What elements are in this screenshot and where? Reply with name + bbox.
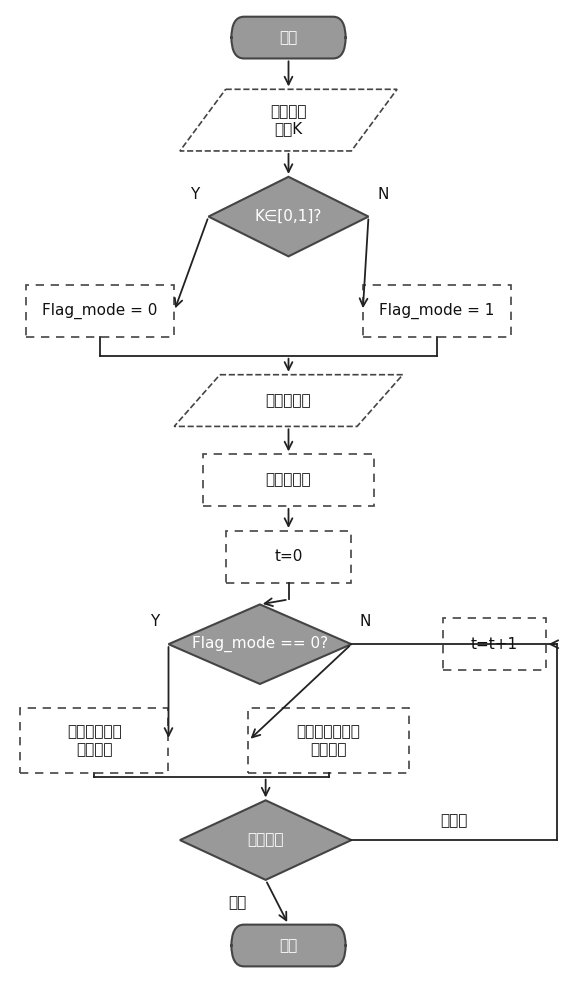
Polygon shape [180,800,351,880]
Text: N: N [377,187,388,202]
Bar [249,708,409,773]
Bar [363,285,511,337]
FancyBboxPatch shape [231,925,346,966]
Text: t=t+1: t=t+1 [471,637,518,652]
Bar [226,531,351,583]
Text: 非重叠社团模式
标签传播: 非重叠社团模式 标签传播 [297,724,361,757]
Text: Y: Y [149,614,159,629]
Polygon shape [208,177,369,256]
Text: K∈[0,1]?: K∈[0,1]? [255,209,322,224]
Text: 重叠社团模式
标签传播: 重叠社团模式 标签传播 [67,724,122,757]
Text: N: N [360,614,372,629]
Text: Flag_mode = 0: Flag_mode = 0 [42,303,158,319]
Polygon shape [180,89,397,151]
Text: 终止条件: 终止条件 [248,833,284,848]
Text: 不满足: 不满足 [440,813,468,828]
Polygon shape [174,375,403,426]
Text: 开始: 开始 [279,30,298,45]
Bar [203,454,374,506]
FancyBboxPatch shape [231,17,346,58]
Bar [25,285,174,337]
Text: 标签初始化: 标签初始化 [265,473,312,488]
Text: Flag_mode == 0?: Flag_mode == 0? [192,636,328,652]
Polygon shape [168,604,351,684]
Text: 结束: 结束 [279,938,298,953]
Bar [20,708,168,773]
Text: 满足: 满足 [228,895,246,910]
Text: 输入可调
参数K: 输入可调 参数K [270,104,307,136]
Text: Y: Y [190,187,199,202]
Text: Flag_mode = 1: Flag_mode = 1 [380,303,494,319]
Bar [443,618,546,670]
Text: t=0: t=0 [274,549,303,564]
Text: 输入图数据: 输入图数据 [265,393,312,408]
